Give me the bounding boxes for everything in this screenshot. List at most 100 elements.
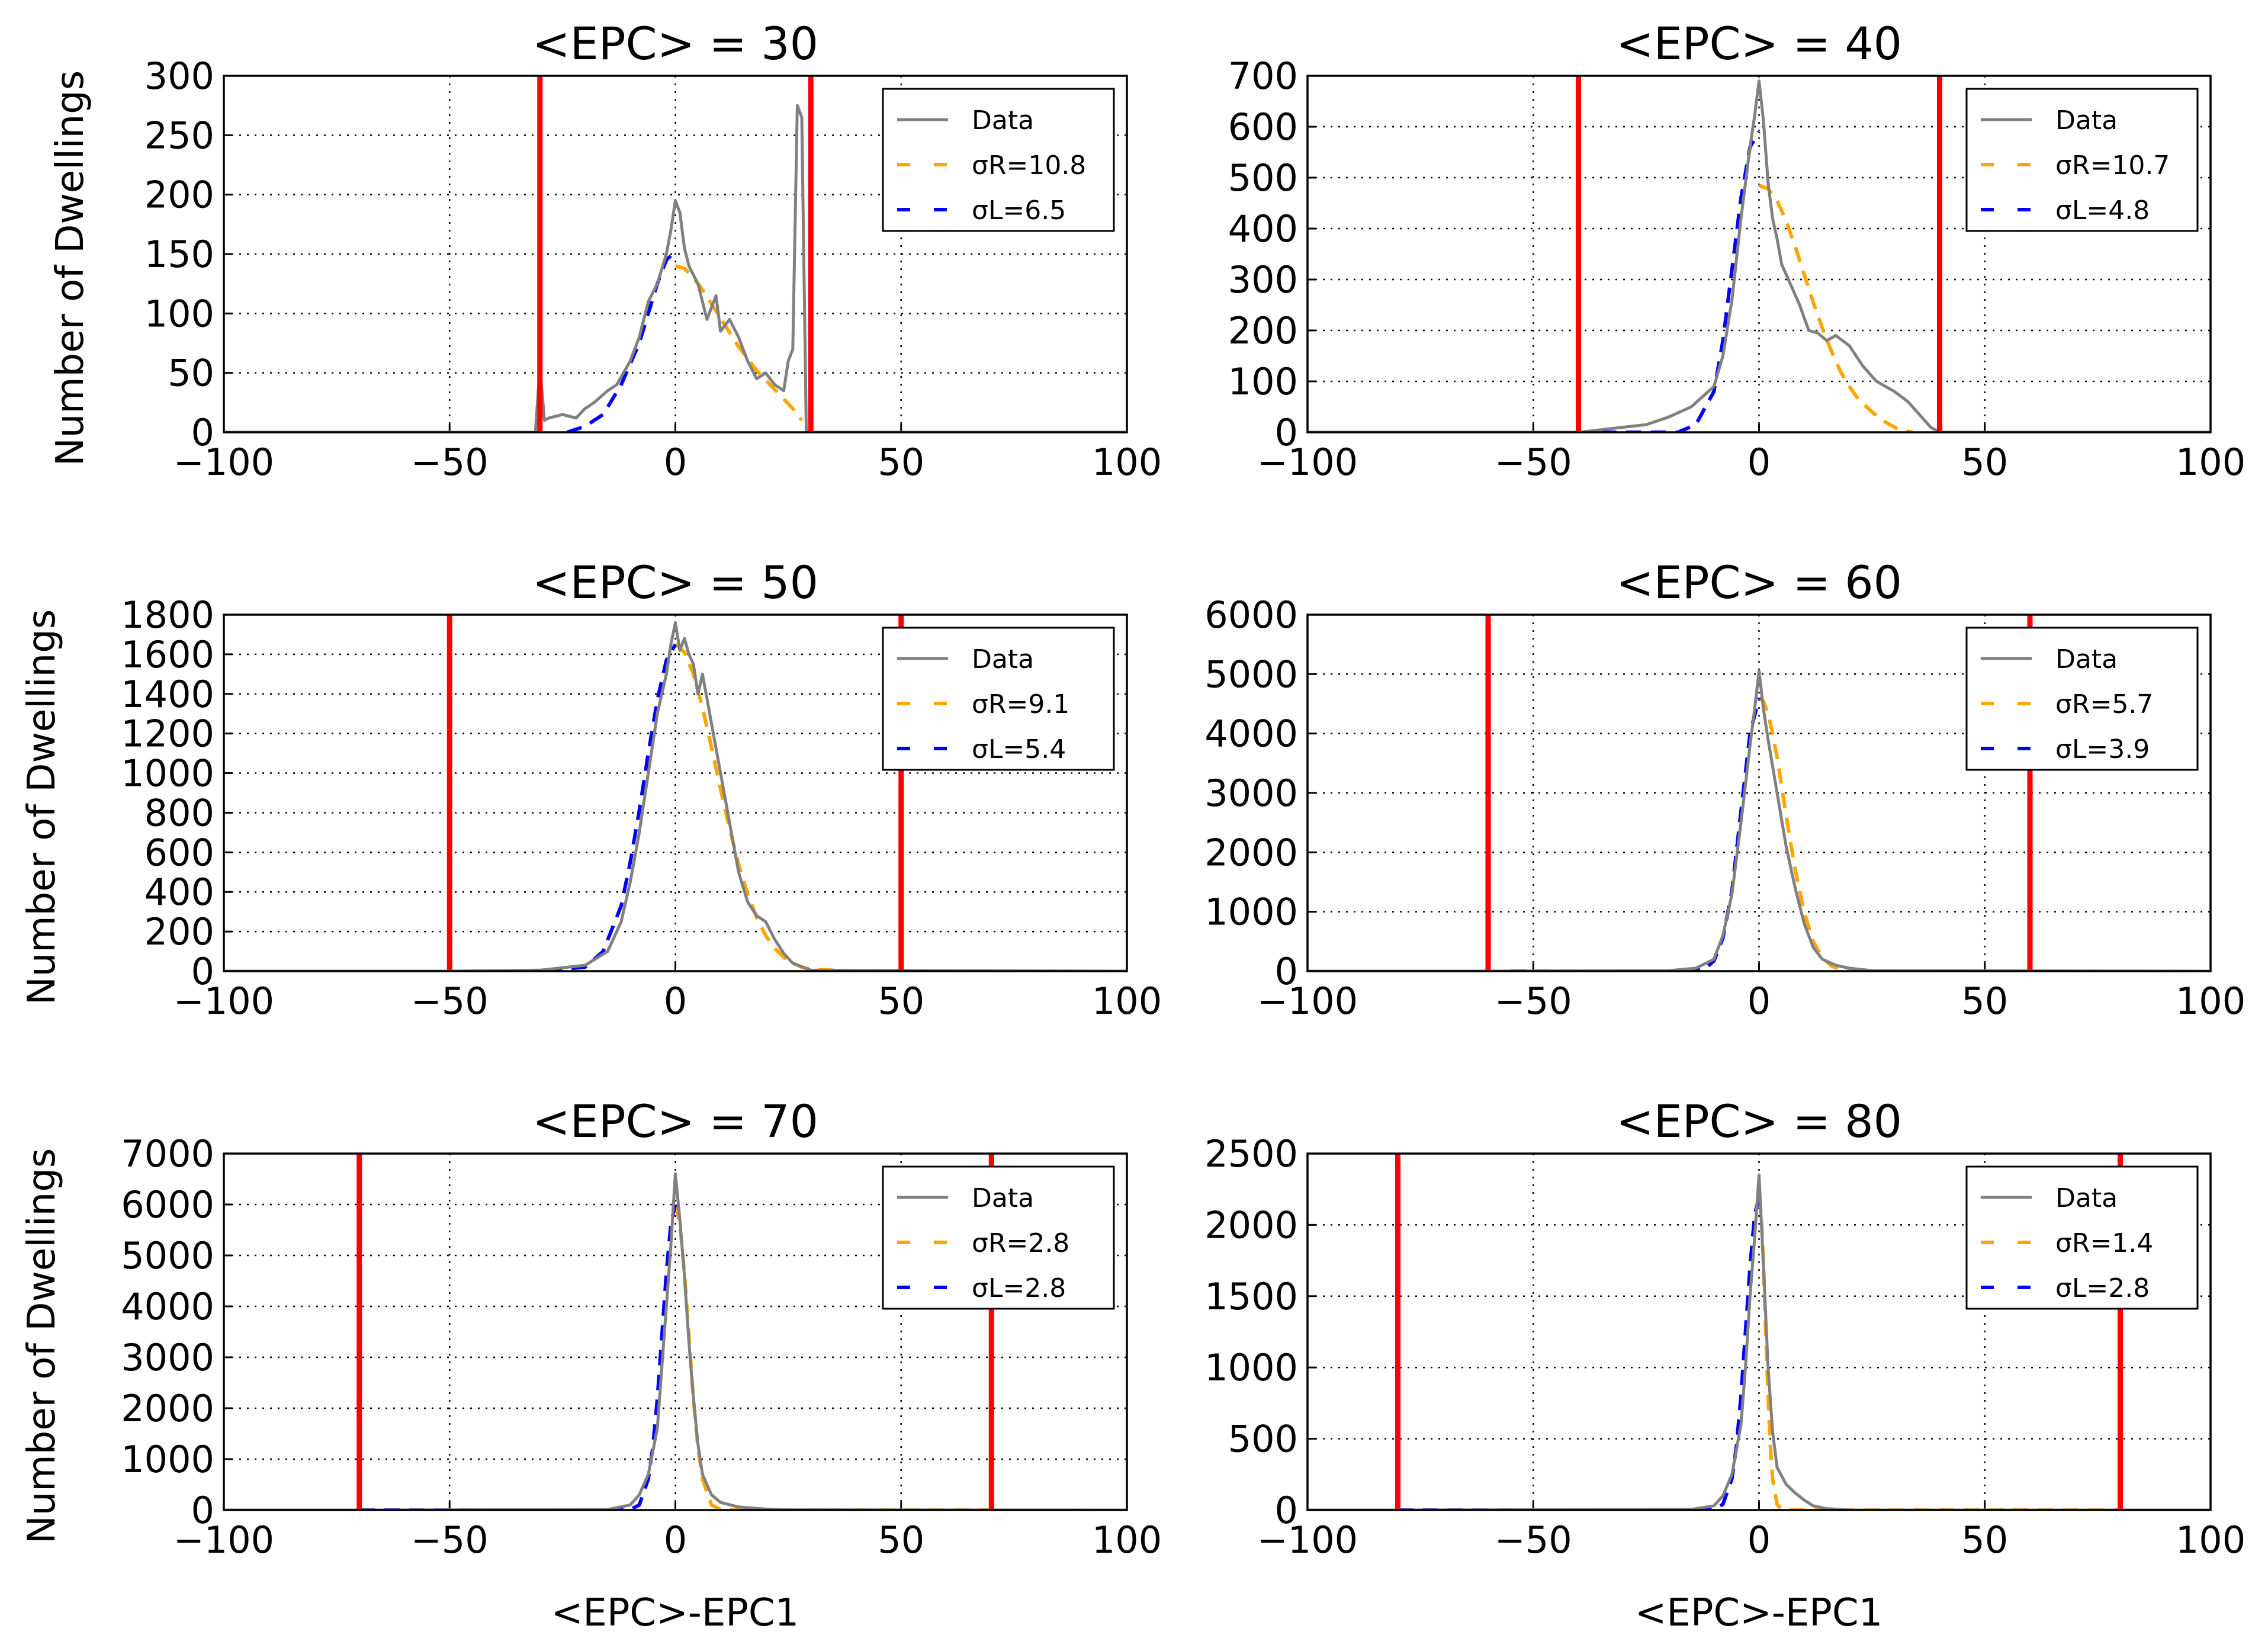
panel-6-legend-label: σR=1.4 (2055, 1228, 2153, 1258)
panel-5-x-tick-label: −100 (174, 1518, 274, 1562)
panel-2-x-tick-label: 100 (2176, 441, 2245, 484)
panel-5-axes-frame (223, 1152, 1128, 1511)
panel-2-y-tick-label: 600 (1228, 105, 1298, 149)
panel-4-legend-label: σR=5.7 (2055, 689, 2153, 719)
panel-6-title: <EPC> = 80 (1616, 1095, 1902, 1148)
panel-5-legend-label: σL=2.8 (972, 1273, 1066, 1303)
panel-6-y-tick-label: 0 (1275, 1489, 1298, 1532)
panel-1-y-tick-label: 250 (144, 114, 214, 157)
panel-2-x-tick-label: −100 (1257, 441, 1358, 484)
panel-3-x-tick-label: 0 (664, 979, 687, 1023)
panel-2-legend-label: σL=4.8 (2055, 195, 2150, 226)
panel-3-legend-label: σL=5.4 (972, 734, 1066, 765)
panel-3-y-tick-label: 1200 (121, 712, 214, 756)
panel-1-x-tick-label: 100 (1092, 441, 1162, 484)
panel-5-legend (882, 1165, 1115, 1310)
panel-4-y-tick-label: 2000 (1204, 831, 1298, 874)
panel-6-legend-label: σL=2.8 (2055, 1273, 2150, 1303)
panel-4-legend-label: σL=3.9 (2055, 734, 2150, 765)
panel-1-y-tick-label: 100 (144, 292, 214, 335)
panel-5: <EPC> = 70−100 −50 0 50 10001000200030004000… (121, 1095, 1162, 1562)
panel-3-y-tick-label: 0 (191, 950, 214, 993)
panel-1-legend (882, 88, 1115, 232)
panel-1-y-tick-label: 150 (144, 233, 214, 276)
panel-1-x-tick-label: −50 (411, 441, 489, 484)
panel-1-x-tick-label: −100 (174, 441, 274, 484)
panel-3-y-tick-label: 600 (144, 831, 214, 874)
panel-3-title: <EPC> = 50 (532, 556, 818, 609)
panel-6-x-tick-label: 0 (1747, 1518, 1771, 1562)
panel-6-y-tick-label: 1500 (1204, 1275, 1298, 1318)
panel-4-data-series (1308, 669, 2211, 971)
panel-5-x-tick-label: 50 (878, 1518, 924, 1562)
panel-2-y-tick-label: 0 (1275, 411, 1298, 454)
panel-6-y-tick-label: 2000 (1204, 1203, 1298, 1247)
panel-3-x-tick-label: 100 (1092, 979, 1162, 1023)
panel-6-data-series (1308, 1173, 2211, 1510)
panel-4-y-tick-label: 0 (1275, 950, 1298, 993)
panel-4-x-tick-label: 0 (1747, 979, 1771, 1023)
panel-3-y-tick-label: 400 (144, 871, 214, 914)
panel-4-y-tick-label: 6000 (1204, 593, 1298, 637)
panel-3-sigma-l-fit-series (472, 643, 677, 971)
panel-1-legend-label: Data (972, 105, 1034, 136)
panel-3-y-tick-label: 200 (144, 910, 214, 953)
panel-2-legend-label: Data (2055, 105, 2118, 136)
panel-4-y-tick-label: 3000 (1204, 772, 1298, 815)
panel-3-x-tick-label: 50 (878, 979, 924, 1023)
panel-6-y-tick-label: 1000 (1204, 1346, 1298, 1389)
panel-1-axes-frame (223, 75, 1128, 433)
panel-2-x-tick-label: −50 (1495, 441, 1572, 484)
panel-5-y-tick-label: 5000 (121, 1234, 214, 1277)
panel-6-sigma-l-fit-series (1398, 1196, 1761, 1510)
panel-6-y-tick-label: 500 (1228, 1418, 1298, 1461)
panel-3-axes-frame (223, 613, 1128, 972)
panel-3-legend-label: Data (972, 644, 1034, 674)
y-axis-label-row-2: Number of Dwellings (20, 609, 64, 1005)
panel-1-x-tick-label: 0 (664, 441, 687, 484)
panel-2-y-tick-label: 100 (1228, 360, 1298, 403)
panel-2-x-tick-label: 0 (1747, 441, 1771, 484)
panel-6-x-tick-label: 50 (1961, 1518, 2008, 1562)
panel-2-legend (1965, 88, 2199, 232)
panel-2-title: <EPC> = 40 (1616, 17, 1902, 70)
panel-5-legend-label: σR=2.8 (972, 1228, 1069, 1258)
panel-2-axes-frame (1306, 75, 2212, 433)
panel-3-legend-label: σR=9.1 (972, 689, 1069, 719)
panel-1-legend-label: σR=10.8 (972, 150, 1086, 181)
panel-5-x-tick-label: 100 (1092, 1518, 1162, 1562)
panel-2-y-tick-label: 300 (1228, 258, 1298, 301)
panel-4-axes-frame (1306, 613, 2212, 972)
panel-3-y-tick-label: 1600 (121, 633, 214, 676)
panel-5-x-tick-label: 0 (664, 1518, 687, 1562)
panel-4-x-tick-label: 50 (1961, 979, 2008, 1023)
y-axis-label-row-1: Number of Dwellings (49, 70, 92, 466)
panel-4: <EPC> = 60−100 −50 0 50 10001000200030004000… (1204, 556, 2245, 1023)
panel-2-x-tick-label: 50 (1961, 441, 2008, 484)
panel-4-title: <EPC> = 60 (1616, 556, 1902, 609)
panel-3-legend (882, 627, 1115, 771)
panel-5-y-tick-label: 3000 (121, 1336, 214, 1379)
panel-3-data-series (224, 621, 1127, 971)
panel-1-y-tick-label: 50 (168, 352, 214, 395)
panel-2-y-tick-label: 400 (1228, 207, 1298, 250)
panel-4-legend-label: Data (2055, 644, 2118, 674)
panel-5-title: <EPC> = 70 (532, 1095, 818, 1148)
panel-1-y-tick-label: 200 (144, 174, 214, 217)
panel-5-data-series (224, 1172, 1127, 1510)
y-axis-label-row-3: Number of Dwellings (20, 1148, 64, 1544)
panel-5-y-tick-label: 7000 (121, 1132, 214, 1175)
panel-5-y-tick-label: 0 (191, 1489, 214, 1532)
panel-3-y-tick-label: 1400 (121, 673, 214, 716)
panel-5-x-tick-label: −50 (411, 1518, 489, 1562)
panel-6-x-tick-label: 100 (2176, 1518, 2245, 1562)
panel-1-y-tick-label: 0 (191, 411, 214, 454)
panel-6-axes-frame (1306, 1152, 2212, 1511)
panel-1-x-tick-label: 50 (878, 441, 924, 484)
panel-4-y-tick-label: 5000 (1204, 653, 1298, 696)
panel-4-x-tick-label: −50 (1495, 979, 1572, 1023)
panel-3-x-tick-label: −100 (174, 979, 274, 1023)
panel-4-legend (1965, 627, 2199, 771)
x-axis-label-right: <EPC>-EPC1 (1635, 1591, 1883, 1635)
panel-4-sigma-l-fit-series (1511, 697, 1761, 971)
